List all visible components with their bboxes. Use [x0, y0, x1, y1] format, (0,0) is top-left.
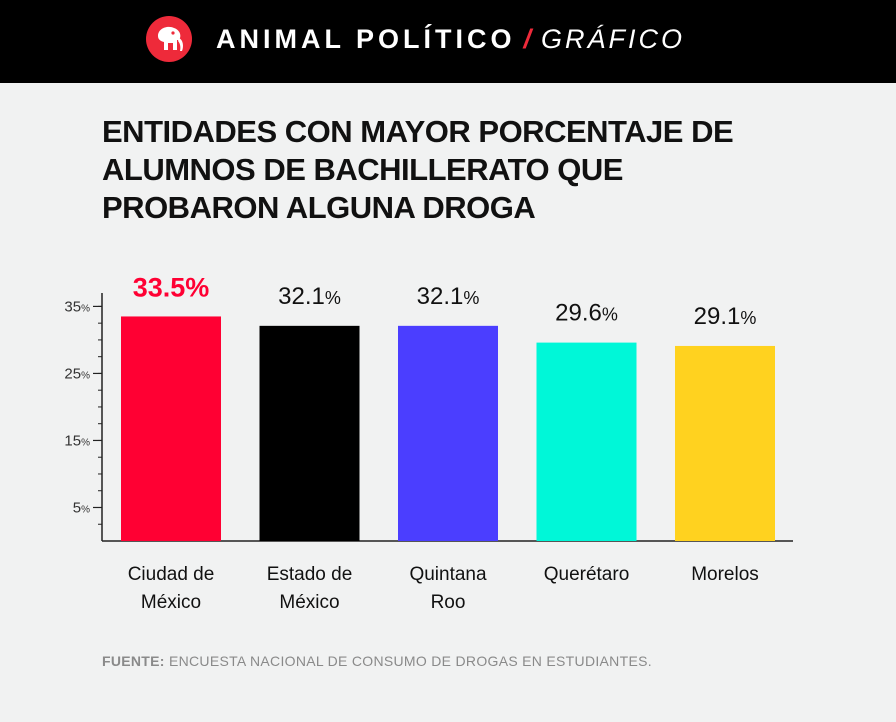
bar	[536, 342, 637, 541]
category-label: Estado de México	[267, 564, 353, 613]
chart-title: ENTIDADES CON MAYOR PORCENTAJE DE ALUMNO…	[102, 114, 734, 225]
data-label: 32.1%	[417, 283, 480, 310]
source-note: FUENTE: ENCUESTA NACIONAL DE CONSUMO DE …	[102, 653, 652, 669]
category-label: Quintana Roo	[409, 564, 487, 613]
category-label: Morelos	[691, 564, 759, 585]
bar	[259, 325, 360, 541]
header-bar: ANIMAL POLÍTICO / GRÁFICO	[0, 0, 896, 83]
brand-title[interactable]: ANIMAL POLÍTICO / GRÁFICO	[216, 24, 685, 55]
bar	[121, 316, 221, 541]
brand-separator: /	[523, 24, 536, 54]
category-label: Ciudad de México	[128, 564, 215, 613]
data-label: 29.1%	[694, 303, 757, 330]
section-label: GRÁFICO	[541, 24, 686, 54]
bar	[398, 325, 498, 541]
source-text: ENCUESTA NACIONAL DE CONSUMO DE DROGAS E…	[168, 653, 652, 669]
category-label: Querétaro	[544, 564, 630, 585]
y-tick-label: 5%	[73, 499, 90, 516]
elephant-logo-icon[interactable]	[146, 16, 192, 62]
source-label: FUENTE:	[102, 653, 165, 669]
y-tick-label: 25%	[64, 365, 90, 382]
data-label: 33.5%	[133, 272, 210, 302]
data-label: 32.1%	[278, 283, 341, 310]
data-label: 29.6%	[555, 300, 618, 327]
y-tick-label: 35%	[64, 298, 90, 315]
bar	[675, 345, 775, 541]
y-tick-label: 15%	[64, 432, 90, 449]
brand-name: ANIMAL POLÍTICO	[216, 24, 516, 54]
